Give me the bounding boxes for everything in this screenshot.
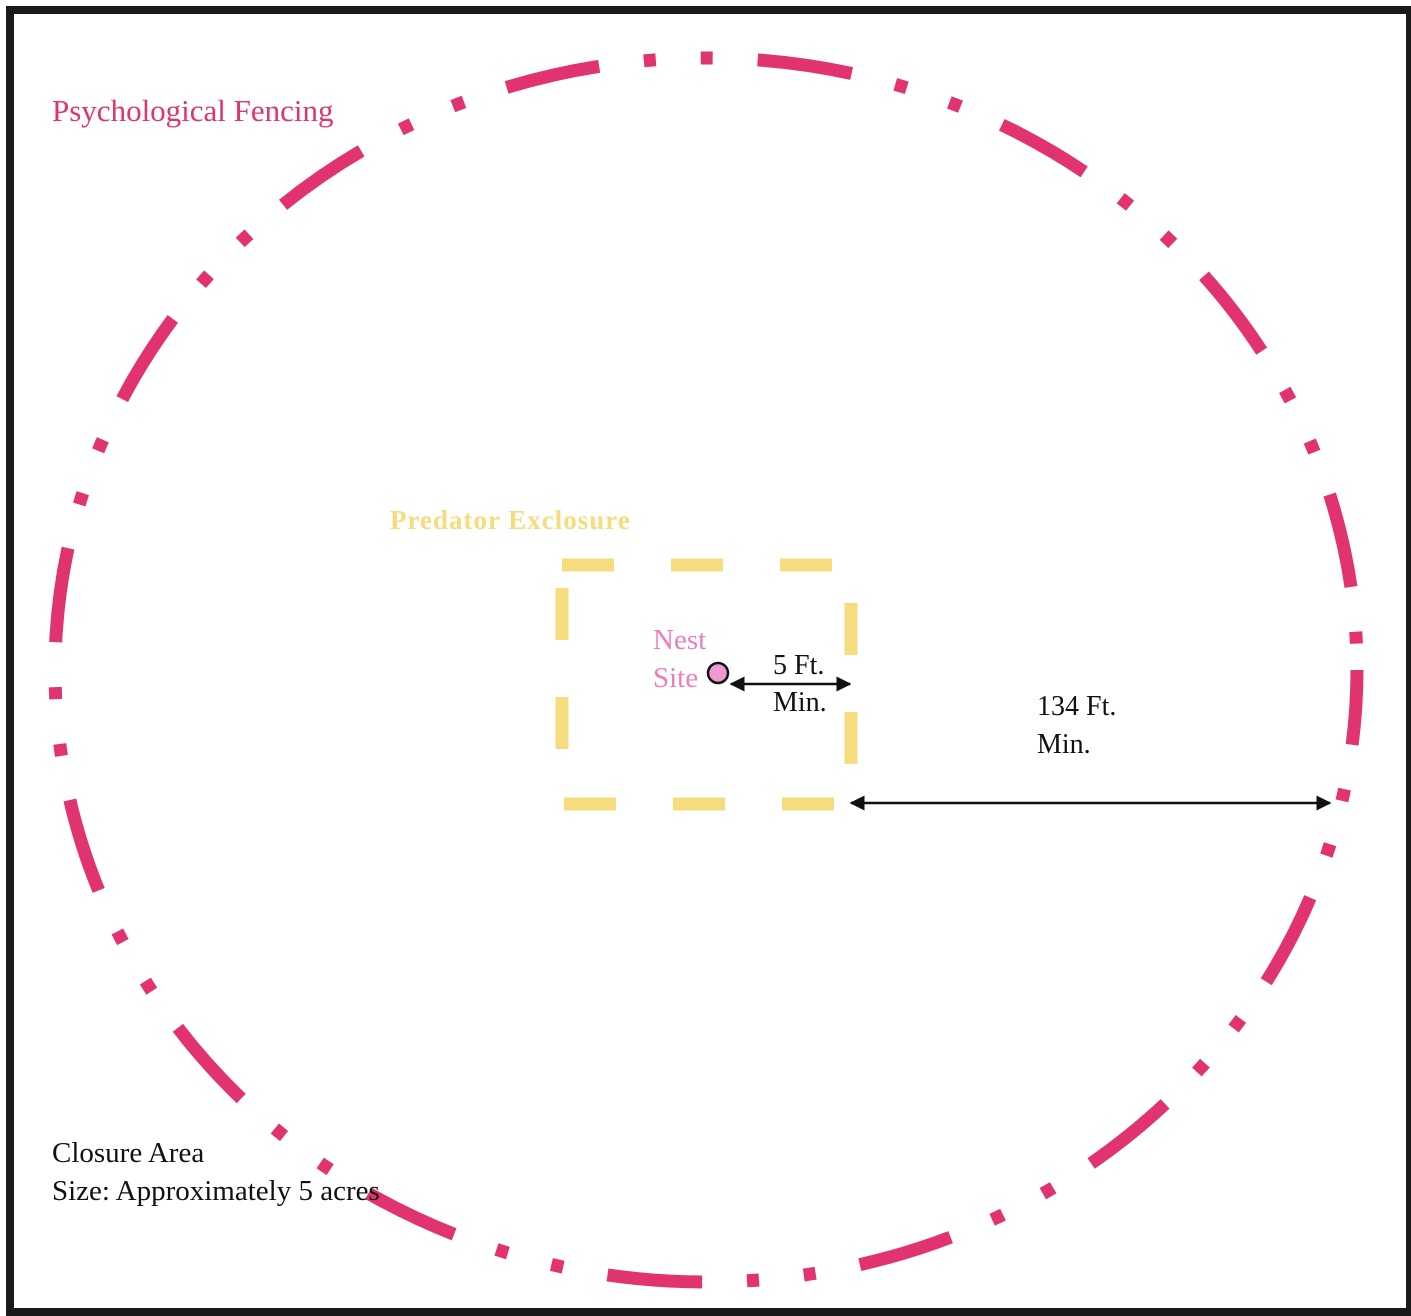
nest-to-exclosure-distance-line2: Min. — [773, 687, 827, 718]
nest-to-exclosure-distance-line1: 5 Ft. — [773, 650, 825, 681]
exclosure-to-fence-distance-line1: 134 Ft. — [1037, 691, 1117, 722]
psychological-fencing-label: Psychological Fencing — [52, 93, 334, 128]
closure-area-title: Closure Area — [52, 1137, 205, 1169]
exclosure-to-fence-distance-line2: Min. — [1037, 729, 1091, 760]
nest-site-label: Nest Site — [653, 621, 706, 697]
exclosure-to-fence-distance-label: 134 Ft. Min. — [1037, 688, 1116, 764]
psychological-fence-outline — [48, 51, 1364, 1289]
nest-site-label-line1: Nest — [653, 624, 707, 656]
predator-exclosure-label: Predator Exclosure — [390, 505, 631, 535]
predator-exclosure-outline — [555, 558, 858, 811]
nest-to-exclosure-distance-label: 5 Ft. Min. — [773, 647, 827, 721]
nest-site-label-line2: Site — [653, 662, 699, 694]
closure-area-caption: Closure Area Size: Approximately 5 acres — [52, 1134, 380, 1210]
nest-site-icon — [706, 661, 730, 685]
closure-area-size: Size: Approximately 5 acres — [52, 1175, 380, 1207]
